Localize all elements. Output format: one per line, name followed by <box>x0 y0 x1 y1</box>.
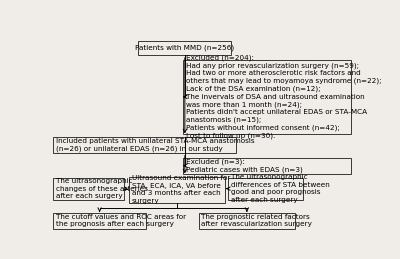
Text: The ultrasonographic
differences of STA between
good and poor prognosis
after ea: The ultrasonographic differences of STA … <box>231 174 330 203</box>
Text: Ultrasound examination for
STA, ECA, ICA, VA before
and 3 months after each
surg: Ultrasound examination for STA, ECA, ICA… <box>132 175 230 204</box>
FancyBboxPatch shape <box>129 177 225 203</box>
Text: The prognostic related factors
after revascularization surgery: The prognostic related factors after rev… <box>201 214 312 227</box>
FancyBboxPatch shape <box>53 213 146 228</box>
FancyBboxPatch shape <box>199 213 295 228</box>
FancyBboxPatch shape <box>183 158 351 174</box>
FancyBboxPatch shape <box>228 178 303 200</box>
Text: Included patients with unilateral STA-MCA anastomosis
(n=26) or unilateral EDAS : Included patients with unilateral STA-MC… <box>56 138 254 152</box>
Text: The cutoff values and ROC areas for
the prognosis after each surgery: The cutoff values and ROC areas for the … <box>56 214 186 227</box>
Text: Excluded (n=204):
Had any prior revascularization surgery (n=59);
Had two or mor: Excluded (n=204): Had any prior revascul… <box>186 54 381 139</box>
FancyBboxPatch shape <box>183 60 351 134</box>
FancyBboxPatch shape <box>53 137 236 153</box>
Text: The ultrasonographic
changes of these arteries
after each surgery: The ultrasonographic changes of these ar… <box>56 178 148 199</box>
Text: Excluded (n=3):
Pediatric cases with EDAS (n=3): Excluded (n=3): Pediatric cases with EDA… <box>186 159 302 173</box>
Text: Patients with MMD (n=256): Patients with MMD (n=256) <box>135 45 234 52</box>
FancyBboxPatch shape <box>138 41 231 55</box>
FancyBboxPatch shape <box>53 178 124 200</box>
